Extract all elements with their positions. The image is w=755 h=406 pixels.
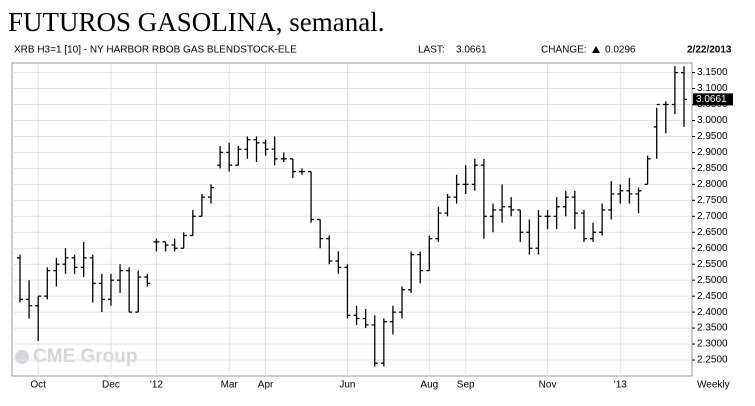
x-tick-label: Aug: [420, 380, 438, 391]
x-tick-label: Dec: [102, 380, 120, 391]
x-tick-label: '13: [614, 380, 627, 391]
watermark-text: CME Group: [33, 346, 138, 367]
plot-frame: [11, 62, 693, 377]
y-tick-label: 2.8500: [697, 163, 728, 174]
y-tick-label: 2.6000: [697, 243, 728, 254]
x-tick-label: Sep: [457, 380, 475, 391]
watermark-logo: [15, 350, 29, 364]
x-tick-label: Jun: [339, 380, 355, 391]
x-tick-label: '12: [150, 380, 163, 391]
y-tick-label: 2.4500: [697, 291, 728, 302]
last-marker: [693, 93, 733, 106]
y-tick-label: 2.9000: [697, 147, 728, 158]
chart-title: FUTUROS GASOLINA, semanal.: [8, 7, 384, 37]
y-tick-label: 2.6500: [697, 227, 728, 238]
y-tick-label: 2.7500: [697, 195, 728, 206]
y-tick-label: 2.5500: [697, 259, 728, 270]
y-tick-label: 3.0000: [697, 115, 728, 126]
x-tick-label: Oct: [30, 380, 46, 391]
up-arrow: [592, 46, 600, 53]
y-tick-label: 2.5000: [697, 275, 728, 286]
last-value: 3.0661: [456, 45, 487, 56]
last-marker-label: 3.0661: [696, 94, 727, 105]
change-value: 0.0296: [605, 45, 636, 56]
x-axis-label: Weekly: [697, 380, 730, 391]
y-tick-label: 3.1000: [697, 83, 728, 94]
x-tick-label: Nov: [539, 380, 557, 391]
y-tick-label: 2.3000: [697, 339, 728, 350]
last-label: LAST:: [418, 45, 445, 56]
y-tick-label: 2.4000: [697, 307, 728, 318]
y-tick-label: 2.8000: [697, 179, 728, 190]
y-tick-label: 2.2500: [697, 355, 728, 366]
watermark: CME Group: [15, 346, 138, 367]
change-label: CHANGE:: [541, 45, 587, 56]
y-tick-label: 2.3500: [697, 323, 728, 334]
chart-subtitle: XRB H3=1 [10] - NY HARBOR RBOB GAS BLEND…: [14, 45, 297, 56]
date: 2/22/2013: [687, 45, 732, 56]
y-tick-label: 2.9500: [697, 131, 728, 142]
y-tick-label: 2.7000: [697, 211, 728, 222]
y-tick-label: 3.1500: [697, 67, 728, 78]
x-tick-label: Apr: [258, 380, 274, 391]
x-tick-label: Mar: [221, 380, 239, 391]
